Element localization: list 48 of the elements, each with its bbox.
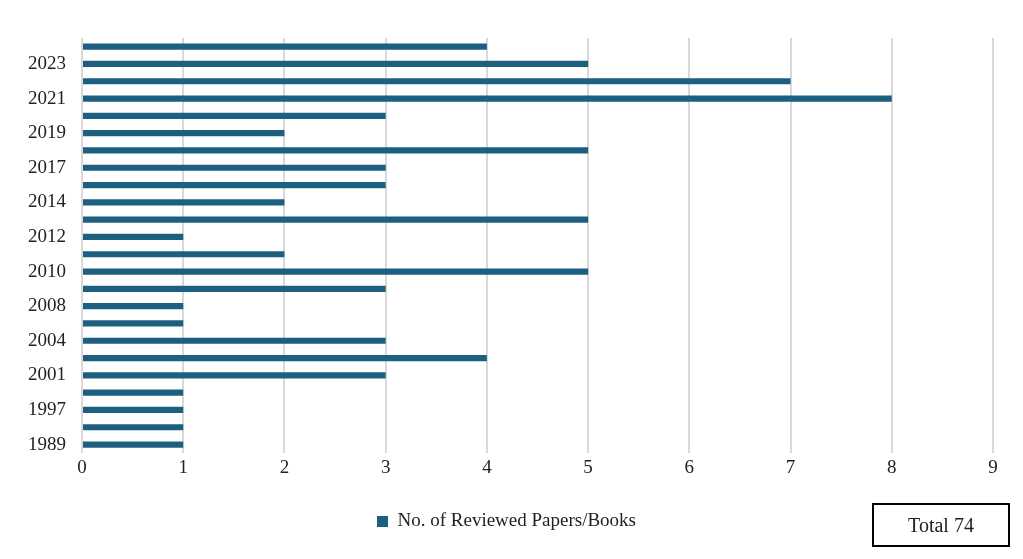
bar: [83, 320, 184, 327]
bar: [83, 441, 184, 448]
bar: [83, 199, 285, 206]
x-tick-label: 4: [482, 455, 493, 477]
text: Total 74: [872, 503, 1010, 547]
legend-label: No. of Reviewed Papers/Books: [397, 509, 637, 531]
bar: [83, 251, 285, 258]
x-tick-label: 2: [279, 455, 290, 477]
bar: [83, 424, 184, 431]
y-tick-label: 2010: [28, 259, 66, 281]
y-tick-label: 2004: [28, 328, 67, 350]
bar: [83, 372, 386, 379]
x-tick-label: 0: [77, 455, 87, 477]
bar: [83, 130, 285, 137]
y-tick-label: 1989: [28, 432, 66, 454]
x-tick-label: 9: [988, 455, 998, 477]
bar: [83, 147, 589, 154]
x-tick-label: 8: [887, 455, 897, 477]
x-tick-label: 5: [583, 455, 593, 477]
bar: [83, 337, 386, 344]
x-tick-label: 3: [380, 455, 391, 477]
bar: [83, 43, 487, 50]
bar: [83, 164, 386, 171]
bar: [83, 95, 892, 102]
bar: [83, 233, 184, 241]
y-tick-label: 2023: [28, 51, 66, 73]
bar: [83, 60, 589, 68]
bar: [83, 389, 184, 396]
bar: [83, 112, 386, 119]
x-tick-label: 1: [178, 455, 188, 477]
y-tick-label: 2019: [28, 121, 66, 143]
y-tick-label: 1997: [28, 397, 66, 419]
y-tick-label: 2012: [28, 224, 66, 246]
y-tick-label: 2014: [28, 190, 67, 212]
y-tick-label: 2008: [28, 294, 66, 316]
y-tick-label: 2017: [28, 155, 66, 177]
x-tick-label: 6: [684, 455, 695, 477]
bar: [83, 354, 487, 362]
bar: [83, 285, 386, 292]
bar: [83, 78, 791, 85]
y-tick-label: 2001: [28, 363, 66, 385]
bar: [83, 406, 184, 414]
bar: [83, 216, 589, 223]
bar: [83, 268, 589, 275]
bar: [83, 303, 184, 310]
y-tick-label: 2021: [28, 86, 66, 108]
bar: [83, 181, 386, 189]
x-tick-label: 7: [785, 455, 796, 477]
